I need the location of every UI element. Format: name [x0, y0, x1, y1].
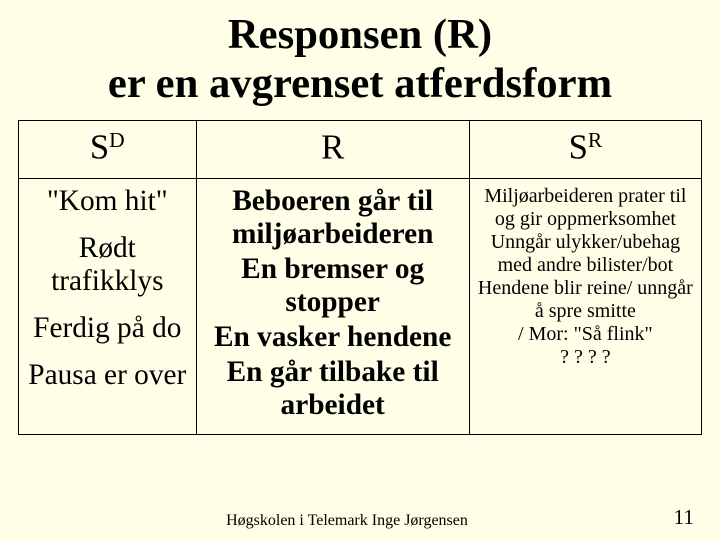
cell-r: Beboeren går til miljøarbeideren En brem… [196, 178, 469, 434]
sr-item: / Mor: "Så flink" [476, 323, 695, 346]
header-r: R [196, 121, 469, 179]
sr-item: ? ? ? ? [476, 346, 695, 369]
title-line-2: er en avgrenset atferdsform [18, 59, 702, 108]
sd-item: Pausa er over [25, 359, 190, 392]
r-item: En går tilbake til arbeidet [203, 356, 463, 422]
sr-item: Miljøarbeideren prater til og gir oppmer… [476, 185, 695, 231]
r-item: Beboeren går til miljøarbeideren [203, 185, 463, 251]
sd-item: "Kom hit" [25, 185, 190, 218]
response-table: SD R SR "Kom hit" Rødt trafikklys Ferdig… [18, 120, 702, 435]
sd-item: Ferdig på do [25, 312, 190, 345]
header-sd: SD [19, 121, 197, 179]
slide-footer: Høgskolen i Telemark Inge Jørgensen 11 [0, 512, 720, 530]
sr-item: Unngår ulykker/ubehag med andre bilister… [476, 231, 695, 277]
cell-sd: "Kom hit" Rødt trafikklys Ferdig på do P… [19, 178, 197, 434]
r-item: En vasker hendene [203, 321, 463, 354]
table-header-row: SD R SR [19, 121, 702, 179]
header-sr: SR [469, 121, 701, 179]
cell-sr: Miljøarbeideren prater til og gir oppmer… [469, 178, 701, 434]
slide-title: Responsen (R) er en avgrenset atferdsfor… [18, 10, 702, 108]
footer-org: Høgskolen i Telemark Inge Jørgensen [0, 512, 694, 530]
sd-item: Rødt trafikklys [25, 232, 190, 298]
table-body-row: "Kom hit" Rødt trafikklys Ferdig på do P… [19, 178, 702, 434]
title-line-1: Responsen (R) [18, 10, 702, 59]
r-item: En bremser og stopper [203, 253, 463, 319]
footer-page-number: 11 [673, 505, 694, 530]
sr-item: Hendene blir reine/ unngår å spre smitte [476, 277, 695, 323]
